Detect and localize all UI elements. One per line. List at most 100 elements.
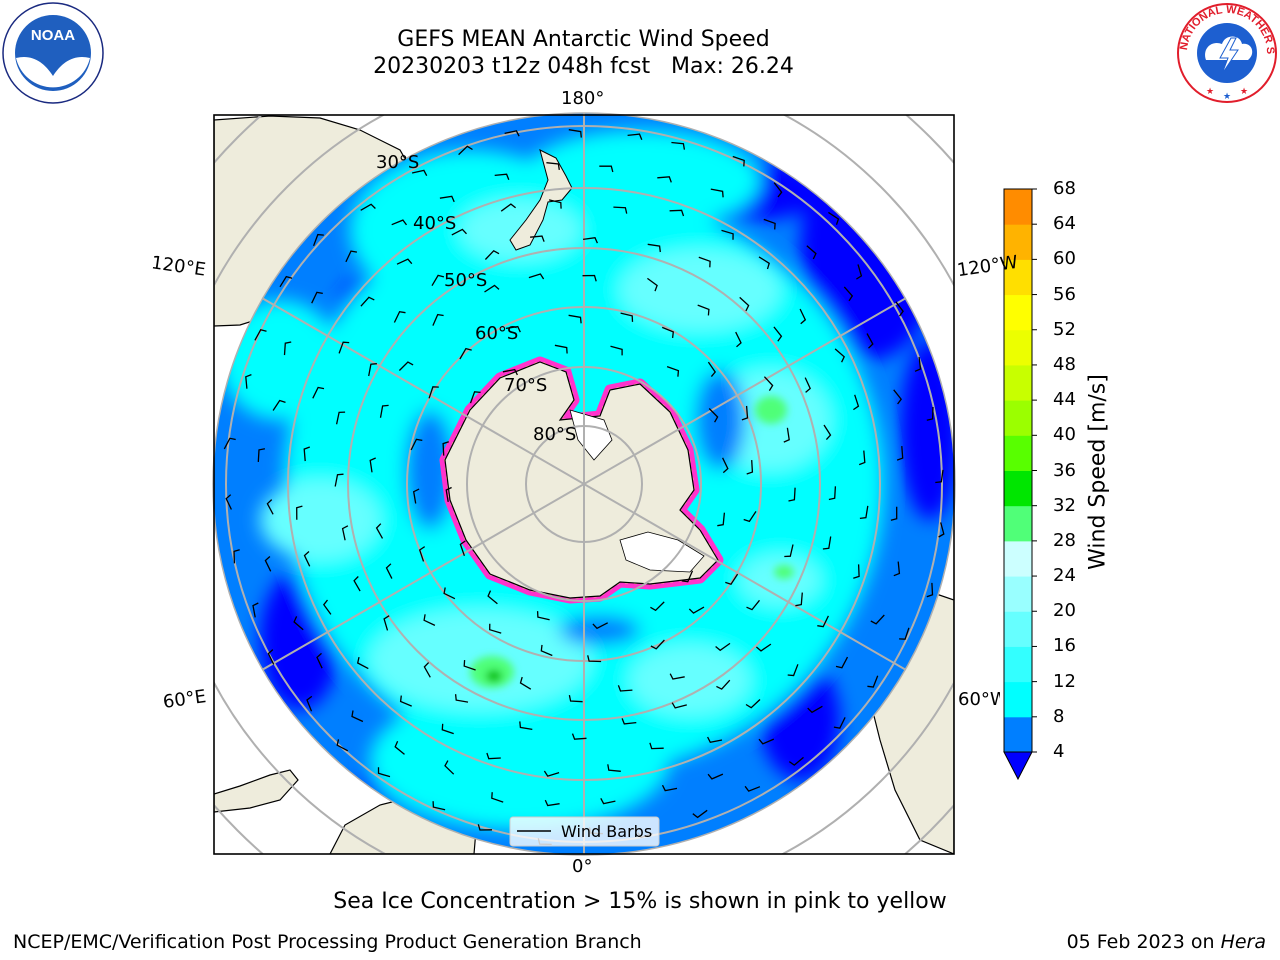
wind-barb [707,736,723,744]
wind-barb [484,249,500,260]
wind-barb [469,391,481,404]
wind-barb [938,522,945,538]
wind-barb [245,373,252,389]
wind-barb [773,182,783,198]
colorbar-tick-label: 32 [1053,494,1076,516]
wind-barb [439,195,455,203]
wind-barb [783,427,790,443]
wind-barb [540,644,553,657]
wind-barb [649,742,664,750]
wind-barb [312,233,324,247]
wind-barb [267,649,275,665]
wind-barb [613,206,628,214]
wind-barb [620,312,634,322]
wind-barb [716,679,731,690]
noaa-logo-text: NOAA [31,27,75,44]
wind-barb [671,141,686,150]
wind-barb [459,540,466,557]
wind-barb [661,326,675,338]
wind-barb [721,229,734,240]
wind-barb [548,199,562,209]
colorbar-tick-label: 20 [1053,600,1076,622]
wind-barb [671,702,687,709]
wind-barb [587,655,602,663]
svg-text:★: ★ [1206,87,1214,97]
wind-barb [732,155,745,167]
wind-barb [385,563,393,579]
wind-barb [443,587,456,600]
wind-barb [859,505,869,520]
wind-barb [283,341,292,356]
wind-barb [394,741,405,755]
lat-label-80s: 80°S [533,424,577,445]
wind-barb [334,473,344,487]
wind-barb [890,506,898,521]
wind-barb [893,561,901,577]
colorbar-segment [1004,681,1032,718]
wind-barb [393,310,406,323]
wind-barb [745,699,761,709]
wind-barb [698,256,711,268]
wind-barb [568,314,582,324]
wind-barb [502,368,518,376]
wind-barb [519,676,532,690]
colorbar-segment [1004,470,1032,507]
wind-barb [369,457,376,473]
wind-barb [528,273,545,280]
colorbar-tick-label: 44 [1053,389,1076,411]
wind-barb [666,365,680,377]
wind-barb [788,756,804,766]
wind-barb [627,133,643,140]
wind-barb [311,291,323,304]
colorbar-segment [1004,329,1032,366]
wind-barb [807,705,823,714]
colorbar-segment [1004,505,1032,542]
wind-barb [554,344,568,354]
wind-barb [866,333,874,349]
colorbar-tick-label: 64 [1053,213,1076,235]
wind-barb [708,408,719,423]
wind-speed-field [213,113,955,855]
wind-barb [411,169,428,177]
wind-barb [926,582,934,598]
wind-barb [489,623,502,634]
colorbar-segment [1004,294,1032,331]
wind-barb [843,286,854,302]
wind-barb [451,228,467,236]
colorbar-tick-label: 56 [1053,283,1076,305]
wind-barb [743,511,757,523]
wind-barb [621,718,637,725]
wind-barb [303,446,311,462]
wind-barb [763,376,774,391]
wind-barb [225,494,232,510]
wind-barb [410,438,423,451]
wind-barb [345,250,358,263]
wind-barb [377,767,391,778]
wind-barb [647,243,661,253]
wind-barb [741,405,749,421]
wind-barb [383,615,390,631]
colorbar-tick-label: 36 [1053,459,1076,481]
wind-barb [257,448,266,462]
wind-barb [441,723,454,735]
svg-text:★: ★ [1240,87,1248,97]
wind-barb [442,441,450,456]
wind-barb [935,469,944,484]
colorbar-tick-label: 60 [1053,248,1076,270]
wind-barb [806,245,817,260]
wind-barb [758,738,775,745]
colorbar-tick-label: 16 [1053,635,1076,657]
wind-barb [607,764,621,772]
colorbar-segment [1004,611,1032,647]
wind-barb [396,258,413,265]
wind-barb [707,773,724,780]
wind-barb [688,606,705,614]
wind-barb [491,792,504,803]
wind-barb [360,296,375,307]
wind-barb [914,357,922,372]
wind-barb [600,797,616,805]
colorbar-tick-label: 48 [1053,353,1076,375]
wind-barb [893,389,903,405]
wind-barb [336,739,349,752]
